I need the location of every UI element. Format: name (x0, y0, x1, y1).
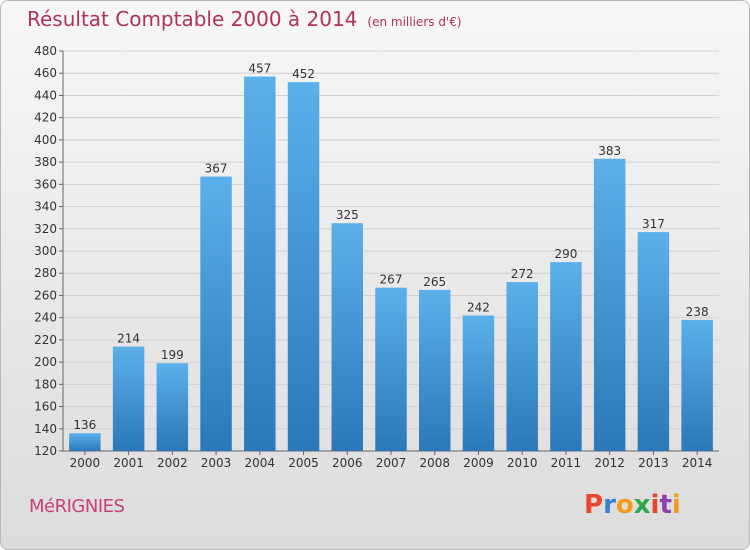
y-tick-label: 220 (34, 333, 57, 347)
x-tick-label-2002: 2002 (157, 456, 188, 470)
data-label-2007: 267 (380, 273, 403, 287)
y-tick-label: 240 (34, 311, 57, 325)
y-tick-label: 460 (34, 66, 57, 80)
bar-2006 (331, 223, 364, 451)
y-tick-label: 440 (34, 88, 57, 102)
x-tick-label-2001: 2001 (113, 456, 144, 470)
bar-2012 (593, 158, 626, 451)
bars (69, 76, 713, 452)
bar-2008 (418, 289, 451, 451)
data-label-2004: 457 (248, 62, 271, 76)
bar-2009 (462, 315, 495, 451)
data-labels: 136 214 199 367 457 452 325 267 265 242 272 290 383 3… (73, 62, 708, 433)
brand-letter: x (633, 490, 651, 520)
brand-letter: P (584, 490, 604, 520)
x-tick-label-2014: 2014 (682, 456, 713, 470)
data-label-2005: 452 (292, 67, 315, 81)
y-tick-label: 400 (34, 133, 57, 147)
chart-title: Résultat Comptable 2000 à 2014 (en millie… (27, 7, 462, 31)
brand-letter: t (659, 490, 672, 520)
x-tick-label-2009: 2009 (463, 456, 494, 470)
data-label-2008: 265 (423, 275, 446, 289)
data-label-2001: 214 (117, 332, 140, 346)
x-tick-label-2007: 2007 (376, 456, 407, 470)
x-axis-ticks: 2000 2001 2002 2003 2004 2005 2006 2007 2008 2009… (70, 451, 713, 470)
bar-2000 (69, 433, 101, 451)
bar-2002 (156, 363, 189, 451)
data-label-2002: 199 (161, 348, 184, 362)
bar-2010 (506, 282, 538, 451)
y-tick-label: 360 (34, 177, 57, 191)
x-tick-label-2000: 2000 (70, 456, 101, 470)
y-tick-label: 200 (34, 355, 57, 369)
y-axis-ticks: 120 140 160 180 200 220 240 260 280 300 320 340 360 3… (34, 44, 719, 458)
brand-letter: i (671, 490, 681, 520)
data-label-2014: 238 (686, 305, 709, 319)
x-tick-label-2012: 2012 (594, 456, 625, 470)
data-label-2009: 242 (467, 300, 490, 314)
x-tick-label-2010: 2010 (507, 456, 538, 470)
x-tick-label-2004: 2004 (245, 456, 276, 470)
data-label-2013: 317 (642, 217, 665, 231)
x-tick-label-2006: 2006 (332, 456, 363, 470)
title-text: Résultat Comptable 2000 à 2014 (27, 7, 358, 31)
bar-2001 (112, 346, 145, 451)
y-tick-label: 380 (34, 155, 57, 169)
brand-letter: o (615, 490, 634, 520)
bar-2004 (244, 76, 276, 452)
y-tick-label: 160 (34, 400, 57, 414)
y-tick-label: 480 (34, 44, 57, 58)
y-tick-label: 280 (34, 266, 57, 280)
data-label-2003: 367 (205, 162, 228, 176)
y-tick-label: 340 (34, 200, 57, 214)
bar-2003 (200, 176, 232, 452)
y-tick-label: 180 (34, 377, 57, 391)
bar-2014 (681, 319, 713, 451)
data-label-2012: 383 (598, 144, 621, 158)
bar-2005 (287, 82, 320, 451)
bar-2011 (550, 262, 582, 451)
data-label-2000: 136 (73, 418, 96, 432)
data-label-2011: 290 (554, 247, 577, 261)
y-tick-label: 300 (34, 244, 57, 258)
x-tick-label-2013: 2013 (638, 456, 669, 470)
x-tick-label-2008: 2008 (419, 456, 450, 470)
brand-letter: i (650, 490, 660, 520)
y-tick-label: 320 (34, 222, 57, 236)
y-tick-label: 260 (34, 288, 57, 302)
brand-letter: r (603, 490, 616, 520)
title-unit: (en milliers d'€) (367, 15, 462, 29)
x-tick-label-2003: 2003 (201, 456, 232, 470)
bar-2007 (375, 287, 407, 451)
y-tick-label: 120 (34, 444, 57, 458)
x-tick-label-2011: 2011 (551, 456, 582, 470)
brand-logo: Proxiti (584, 490, 681, 520)
y-tick-label: 420 (34, 111, 57, 125)
commune-name: MéRIGNIES (29, 496, 125, 517)
bar-chart: 120 140 160 180 200 220 240 260 280 300 320 340 360 3… (34, 44, 719, 470)
bar-2013 (637, 232, 670, 451)
data-label-2010: 272 (511, 267, 534, 281)
data-label-2006: 325 (336, 208, 359, 222)
y-tick-label: 140 (34, 422, 57, 436)
x-tick-label-2005: 2005 (288, 456, 319, 470)
